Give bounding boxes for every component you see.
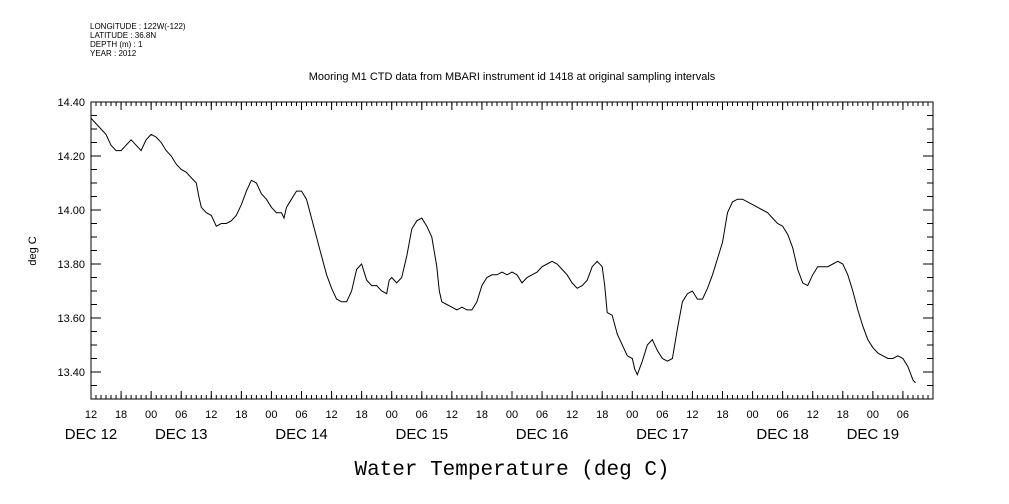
metadata-longitude: LONGITUDE : 122W(-122) (90, 22, 186, 31)
x-tick-label: 12 (686, 409, 698, 421)
x-day-label: DEC 19 (847, 426, 900, 443)
metadata-block: LONGITUDE : 122W(-122) LATITUDE : 36.8N … (90, 22, 186, 58)
x-tick-label: 12 (807, 409, 819, 421)
y-axis-ticks: 13.40 13.60 13.80 14.00 14.20 14.40 (57, 97, 933, 379)
metadata-depth: DEPTH (m) : 1 (90, 40, 143, 49)
x-tick-label: 00 (746, 409, 758, 421)
x-tick-label: 00 (145, 409, 157, 421)
x-axis-ticks: 12 18 00 06 12 18 00 06 12 18 00 06 12 18 00 06 12 18 00 06… (65, 102, 909, 443)
x-tick-label: 18 (596, 409, 608, 421)
x-tick-label: 18 (476, 409, 488, 421)
x-day-label: DEC 12 (65, 426, 118, 443)
x-tick-label: 18 (115, 409, 127, 421)
y-axis-label: deg C (27, 236, 39, 265)
x-tick-label: 18 (356, 409, 368, 421)
x-tick-label: 00 (867, 409, 879, 421)
x-tick-label: 12 (446, 409, 458, 421)
x-tick-label: 18 (837, 409, 849, 421)
x-day-label: DEC 13 (155, 426, 208, 443)
x-tick-label: 00 (506, 409, 518, 421)
x-tick-label: 06 (656, 409, 668, 421)
x-tick-label: 06 (777, 409, 789, 421)
y-tick-label: 14.00 (57, 205, 85, 217)
chart-title: Mooring M1 CTD data from MBARI instrumen… (309, 71, 716, 83)
x-tick-label: 00 (626, 409, 638, 421)
plot-frame (90, 101, 934, 400)
x-tick-label: 12 (566, 409, 578, 421)
y-tick-label: 13.40 (57, 367, 85, 379)
y-tick-label: 13.60 (57, 313, 85, 325)
y-tick-label: 13.80 (57, 259, 85, 271)
x-tick-label: 06 (416, 409, 428, 421)
x-tick-label: 12 (325, 409, 337, 421)
x-axis-label: Water Temperature (deg C) (354, 459, 669, 482)
minor-tick-marks (90, 101, 934, 400)
x-tick-label: 12 (85, 409, 97, 421)
series-group (90, 117, 916, 384)
x-tick-label: 00 (265, 409, 277, 421)
x-tick-label: 18 (235, 409, 247, 421)
x-day-label: DEC 15 (396, 426, 449, 443)
metadata-latitude: LATITUDE : 36.8N (90, 31, 157, 40)
x-tick-label: 06 (536, 409, 548, 421)
x-tick-label: 18 (716, 409, 728, 421)
x-day-label: DEC 18 (756, 426, 809, 443)
x-tick-label: 00 (386, 409, 398, 421)
x-tick-label: 06 (295, 409, 307, 421)
y-tick-label: 14.20 (57, 151, 85, 163)
x-tick-label: 12 (205, 409, 217, 421)
metadata-year: YEAR : 2012 (90, 49, 137, 58)
series-line (90, 117, 916, 384)
y-tick-label: 14.40 (57, 97, 85, 109)
x-tick-label: 06 (175, 409, 187, 421)
x-day-label: DEC 16 (516, 426, 569, 443)
x-day-label: DEC 17 (636, 426, 689, 443)
minor-ticks (90, 101, 934, 400)
x-tick-label: 06 (897, 409, 909, 421)
x-day-label: DEC 14 (275, 426, 328, 443)
